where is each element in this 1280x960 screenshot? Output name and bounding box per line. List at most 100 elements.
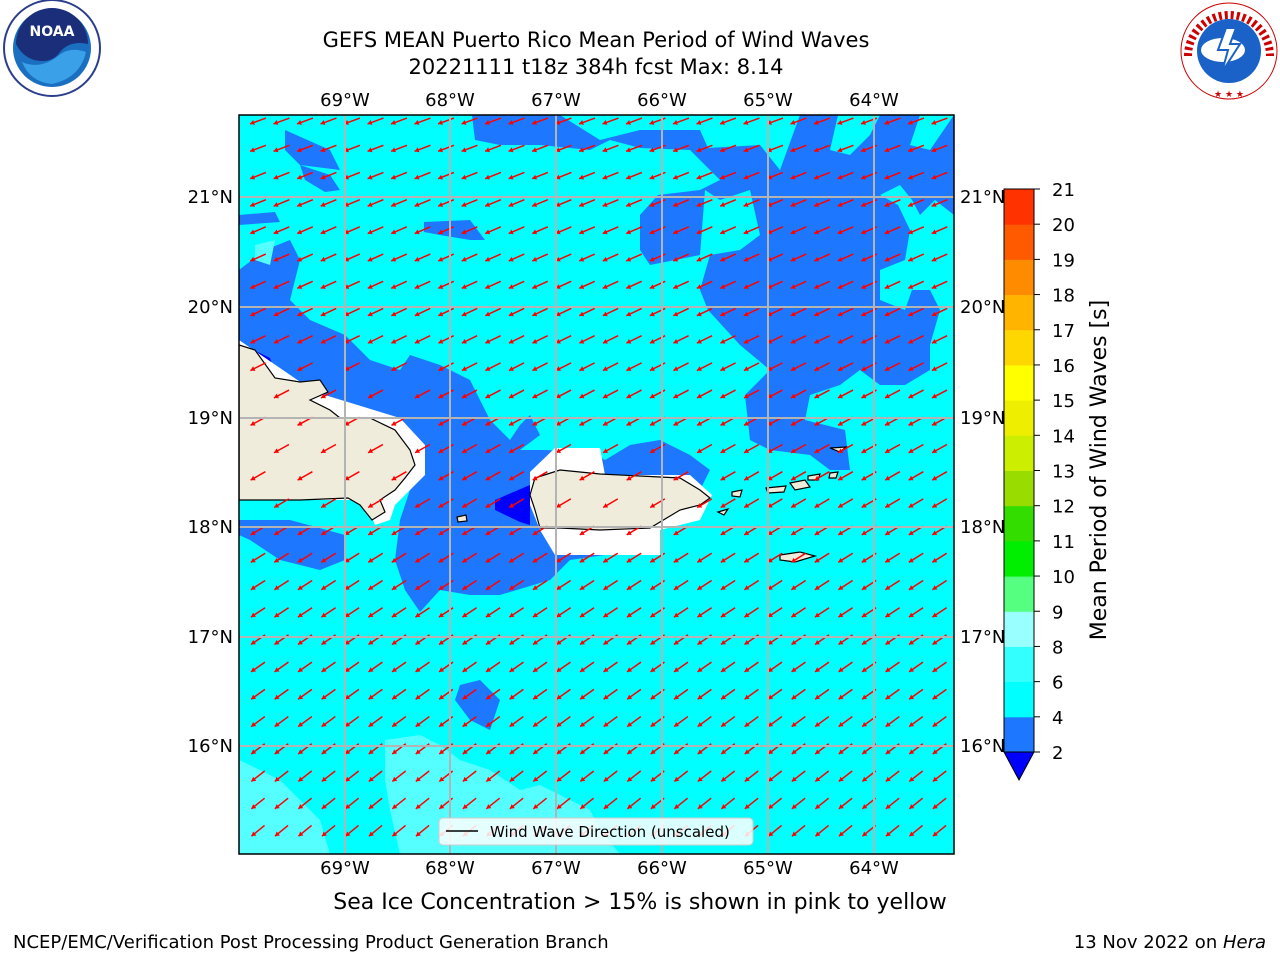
wind-wave-arrowhead: [602, 229, 608, 235]
wind-wave-arrowhead: [744, 503, 750, 508]
wind-wave-arrowhead: [438, 393, 444, 399]
wind-wave-arrowhead: [250, 284, 256, 289]
wind-wave-arrowhead: [579, 229, 585, 235]
wind-wave-arrowhead: [815, 804, 821, 809]
lon-label: 64°W: [849, 858, 899, 879]
wind-wave-arrowhead: [321, 557, 327, 563]
wind-wave-arrowhead: [556, 612, 562, 618]
wind-wave-arrowhead: [438, 557, 444, 563]
wind-wave-arrowhead: [932, 530, 938, 535]
wind-wave-arrowhead: [533, 667, 539, 672]
wind-wave-arrowhead: [649, 338, 655, 344]
wind-wave-arrowhead: [884, 393, 890, 399]
wind-wave-arrowhead: [626, 393, 632, 399]
wind-wave-arrowhead: [885, 694, 891, 700]
wind-wave-arrowhead: [650, 421, 656, 426]
wind-wave-arrowhead: [579, 147, 584, 153]
wind-wave-arrowhead: [509, 776, 515, 782]
wind-wave-arrowhead: [885, 448, 891, 453]
wind-wave-arrowhead: [391, 338, 397, 344]
wind-wave-arrowhead: [908, 311, 914, 317]
wind-wave-arrowhead: [274, 503, 280, 508]
lat-label: 20°N: [960, 297, 1005, 318]
lat-label: 17°N: [188, 627, 233, 648]
wind-wave-arrowhead: [532, 120, 537, 125]
wind-wave-arrowhead: [696, 147, 702, 153]
wind-wave-arrowhead: [697, 776, 703, 782]
wind-wave-arrowhead: [345, 831, 351, 837]
noaa-logo: NOAA: [3, 0, 101, 97]
wind-wave-arrowhead: [626, 147, 631, 153]
wind-wave-arrowhead: [814, 202, 820, 207]
colorbar-label: Mean Period of Wind Waves [s]: [1087, 300, 1112, 640]
lon-labels-bottom: 69°W 68°W 67°W 66°W 65°W 64°W: [320, 858, 899, 879]
wind-wave-arrowhead: [884, 256, 890, 262]
wind-wave-arrowhead: [415, 694, 421, 700]
wind-wave-arrowhead: [884, 366, 890, 371]
wind-wave-arrowhead: [462, 530, 468, 535]
wind-wave-arrowhead: [673, 147, 678, 153]
wind-wave-arrowhead: [862, 831, 868, 837]
land: [239, 344, 848, 563]
wind-wave-arrowhead: [791, 667, 797, 672]
wind-wave-arrowhead: [626, 530, 632, 535]
wind-wave-arrowhead: [602, 311, 608, 317]
wind-wave-arrowhead: [932, 667, 938, 672]
wind-wave-arrowhead: [579, 338, 585, 344]
wind-wave-arrowhead: [485, 338, 491, 344]
wind-wave-arrowhead: [627, 749, 633, 755]
wind-wave-arrowhead: [251, 804, 257, 809]
wind-wave-arrowhead: [438, 366, 444, 371]
wind-wave-arrowhead: [297, 639, 303, 645]
wind-wave-arrowhead: [274, 722, 280, 727]
wind-wave-arrowhead: [861, 174, 867, 180]
wind-wave-arrowhead: [391, 174, 397, 180]
wind-wave-arrowhead: [508, 120, 514, 125]
colorbar-segment: [1004, 435, 1034, 471]
wind-wave-arrowhead: [697, 585, 703, 590]
colorbar-tick-label: 9: [1052, 602, 1063, 623]
wind-wave-arrowhead: [462, 612, 468, 618]
wind-wave-arrowhead: [485, 120, 490, 125]
wind-wave-arrowhead: [650, 749, 656, 755]
wind-wave-arrowhead: [674, 694, 680, 700]
wind-wave-arrowhead: [251, 722, 257, 727]
wind-wave-arrowhead: [626, 421, 632, 426]
wind-wave-arrowhead: [250, 311, 256, 317]
wind-wave-arrowhead: [602, 393, 608, 399]
wind-wave-arrowhead: [650, 503, 656, 508]
colorbar-segment: [1004, 505, 1034, 542]
wind-wave-arrowhead: [674, 776, 680, 782]
colorbar-segment: [1004, 189, 1034, 225]
wind-wave-arrowhead: [579, 585, 585, 590]
wind-wave-arrowhead: [626, 585, 632, 590]
wind-wave-arrowhead: [438, 284, 444, 289]
wind-wave-arrowhead: [556, 503, 562, 508]
wind-wave-arrowhead: [508, 229, 514, 235]
wind-wave-arrowhead: [274, 612, 280, 618]
wind-wave-arrowhead: [814, 421, 820, 426]
wind-wave-arrowhead: [297, 147, 302, 153]
wind-wave-arrowhead: [861, 557, 867, 563]
wind-wave-arrowhead: [391, 421, 397, 426]
wind-wave-arrowhead: [626, 120, 631, 125]
wind-wave-arrowhead: [462, 694, 468, 700]
wind-wave-arrowhead: [697, 694, 703, 700]
wind-wave-arrowhead: [345, 667, 351, 672]
wind-wave-arrowhead: [884, 229, 890, 235]
wind-wave-arrowhead: [273, 174, 279, 180]
wind-wave-arrowhead: [626, 174, 632, 180]
wind-wave-arrowhead: [744, 448, 750, 453]
wind-wave-arrowhead: [814, 174, 820, 180]
wind-wave-arrowhead: [508, 393, 514, 399]
wind-wave-arrowhead: [720, 557, 726, 563]
wind-wave-arrowhead: [743, 256, 749, 262]
wind-wave-arrowhead: [485, 147, 490, 153]
wind-wave-arrowhead: [461, 366, 467, 371]
wind-wave-arrowhead: [627, 804, 633, 809]
wind-wave-arrowhead: [837, 366, 843, 371]
wind-wave-arrowhead: [838, 749, 844, 755]
wind-wave-arrowhead: [367, 202, 373, 207]
wind-wave-arrowhead: [415, 749, 421, 755]
wind-wave-arrowhead: [743, 120, 749, 125]
